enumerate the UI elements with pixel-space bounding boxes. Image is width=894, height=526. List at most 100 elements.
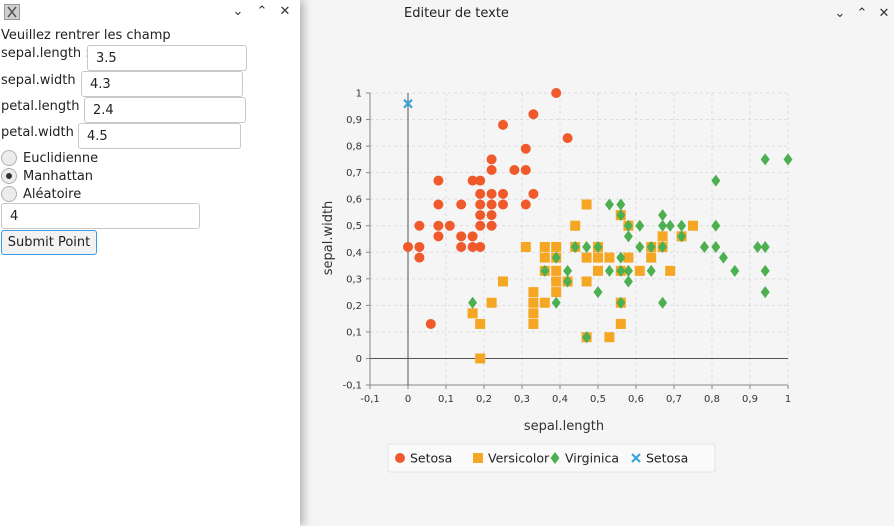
manhattan-label: Manhattan (23, 169, 94, 184)
minimize-button[interactable]: ⌄ (232, 4, 244, 19)
x-tick-label: 0,5 (590, 394, 606, 405)
data-point-diamond (616, 264, 626, 277)
data-point-square (475, 353, 486, 364)
data-point-diamond (753, 240, 763, 253)
data-point-diamond (658, 240, 668, 253)
petal-length-field[interactable] (84, 97, 246, 123)
legend-marker-circle (395, 453, 405, 463)
data-point-circle (498, 199, 508, 210)
sepal-length-label: sepal.length : (1, 46, 90, 61)
data-point-square (581, 252, 592, 263)
y-tick-label: 0 (356, 354, 362, 365)
data-point-circle (475, 175, 486, 186)
data-point-circle (456, 199, 467, 210)
petal-length-label: petal.length : (1, 99, 89, 114)
data-point-diamond (760, 264, 770, 277)
y-axis-label: sepal.width (321, 201, 336, 276)
data-point-diamond (658, 209, 668, 222)
data-point-square (528, 318, 539, 329)
data-point-square (486, 297, 497, 308)
y-tick-label: 0,5 (346, 221, 362, 232)
data-point-diamond (551, 251, 561, 264)
x-tick-label: 0,9 (742, 394, 758, 405)
data-point-diamond (623, 219, 633, 232)
data-point-circle (486, 220, 497, 231)
euclidienne-radio[interactable] (1, 150, 17, 166)
data-point-diamond (718, 251, 728, 264)
data-point-diamond (646, 240, 656, 253)
data-point-square (688, 220, 698, 231)
legend-marker-cross (631, 453, 641, 463)
chart-legend: Setosa Versicolor Virginica Setosa (387, 443, 716, 473)
form-prompt: Veuillez rentrer les champ (1, 28, 171, 43)
data-point-circle (467, 231, 478, 242)
data-point-diamond (711, 240, 721, 253)
y-tick-label: 0,9 (346, 115, 362, 126)
data-point-circle (562, 133, 573, 144)
data-point-circle (403, 241, 413, 252)
data-point-circle (414, 252, 425, 263)
data-point-square (581, 199, 592, 210)
data-point-diamond (730, 264, 740, 277)
data-point-circle (520, 199, 531, 210)
data-point-circle (475, 210, 486, 221)
close-button[interactable]: ✕ (878, 6, 890, 21)
minimize-button[interactable]: ⌄ (834, 6, 846, 21)
data-point-diamond (593, 286, 603, 299)
maximize-button[interactable]: ⌃ (256, 4, 268, 19)
data-point-diamond (604, 264, 614, 277)
close-button[interactable]: ✕ (279, 4, 291, 19)
data-point-cross (403, 98, 413, 109)
data-point-square (623, 252, 634, 263)
data-point-diamond (616, 296, 626, 309)
legend-label: Setosa (410, 451, 452, 466)
data-point-circle (498, 188, 508, 199)
data-point-diamond (635, 240, 645, 253)
submit-point-button[interactable]: Submit Point (1, 230, 97, 255)
aleatoire-label: Aléatoire (23, 187, 82, 202)
manhattan-radio[interactable] (1, 168, 17, 184)
data-point-circle (520, 164, 531, 175)
data-point-circle (456, 241, 467, 252)
data-point-circle (467, 241, 478, 252)
data-point-square (528, 308, 539, 319)
data-point-diamond (582, 240, 592, 253)
data-point-diamond (760, 240, 770, 253)
x-tick-label: 0,8 (704, 394, 720, 405)
data-point-circle (486, 210, 497, 221)
data-point-diamond (623, 275, 633, 288)
axis-layer: -0,1 -0,1 0 0 0,1 0,1 0,2 0,2 0,3 0,3 0,4 0,4 0,5 0,5… (342, 89, 791, 406)
legend-label: Versicolor (488, 451, 550, 466)
data-point-circle (475, 188, 486, 199)
data-point-diamond (665, 219, 675, 232)
x-tick-label: 0,7 (666, 394, 682, 405)
chart-window-title: Editeur de texte (404, 6, 509, 21)
k-value-field[interactable] (1, 203, 200, 229)
data-point-square (657, 231, 668, 242)
data-point-circle (528, 188, 539, 199)
data-point-circle (433, 231, 444, 242)
data-point-circle (520, 143, 531, 154)
data-point-square (528, 287, 539, 298)
data-point-diamond (616, 251, 626, 264)
sepal-length-field[interactable] (87, 45, 247, 71)
data-point-circle (486, 199, 497, 210)
data-point-square (528, 297, 539, 308)
sepal-width-field[interactable] (81, 71, 243, 97)
data-point-square (551, 287, 562, 298)
data-point-diamond (551, 296, 561, 309)
data-point-diamond (604, 198, 614, 211)
aleatoire-radio[interactable] (1, 186, 17, 202)
legend-marker-square (473, 453, 483, 463)
scatter-chart: -0,1 -0,1 0 0 0,1 0,1 0,2 0,2 0,3 0,3 0,4 0,4 0,5 0,5… (321, 88, 793, 473)
data-point-square (581, 276, 592, 287)
data-point-square (539, 297, 550, 308)
maximize-button[interactable]: ⌃ (856, 6, 868, 21)
data-point-circle (456, 231, 467, 242)
data-point-circle (486, 154, 497, 165)
data-point-circle (414, 241, 425, 252)
x-tick-label: 0,4 (552, 394, 568, 405)
petal-width-field[interactable] (78, 123, 241, 149)
data-point-square (498, 276, 508, 287)
data-point-diamond (540, 264, 550, 277)
